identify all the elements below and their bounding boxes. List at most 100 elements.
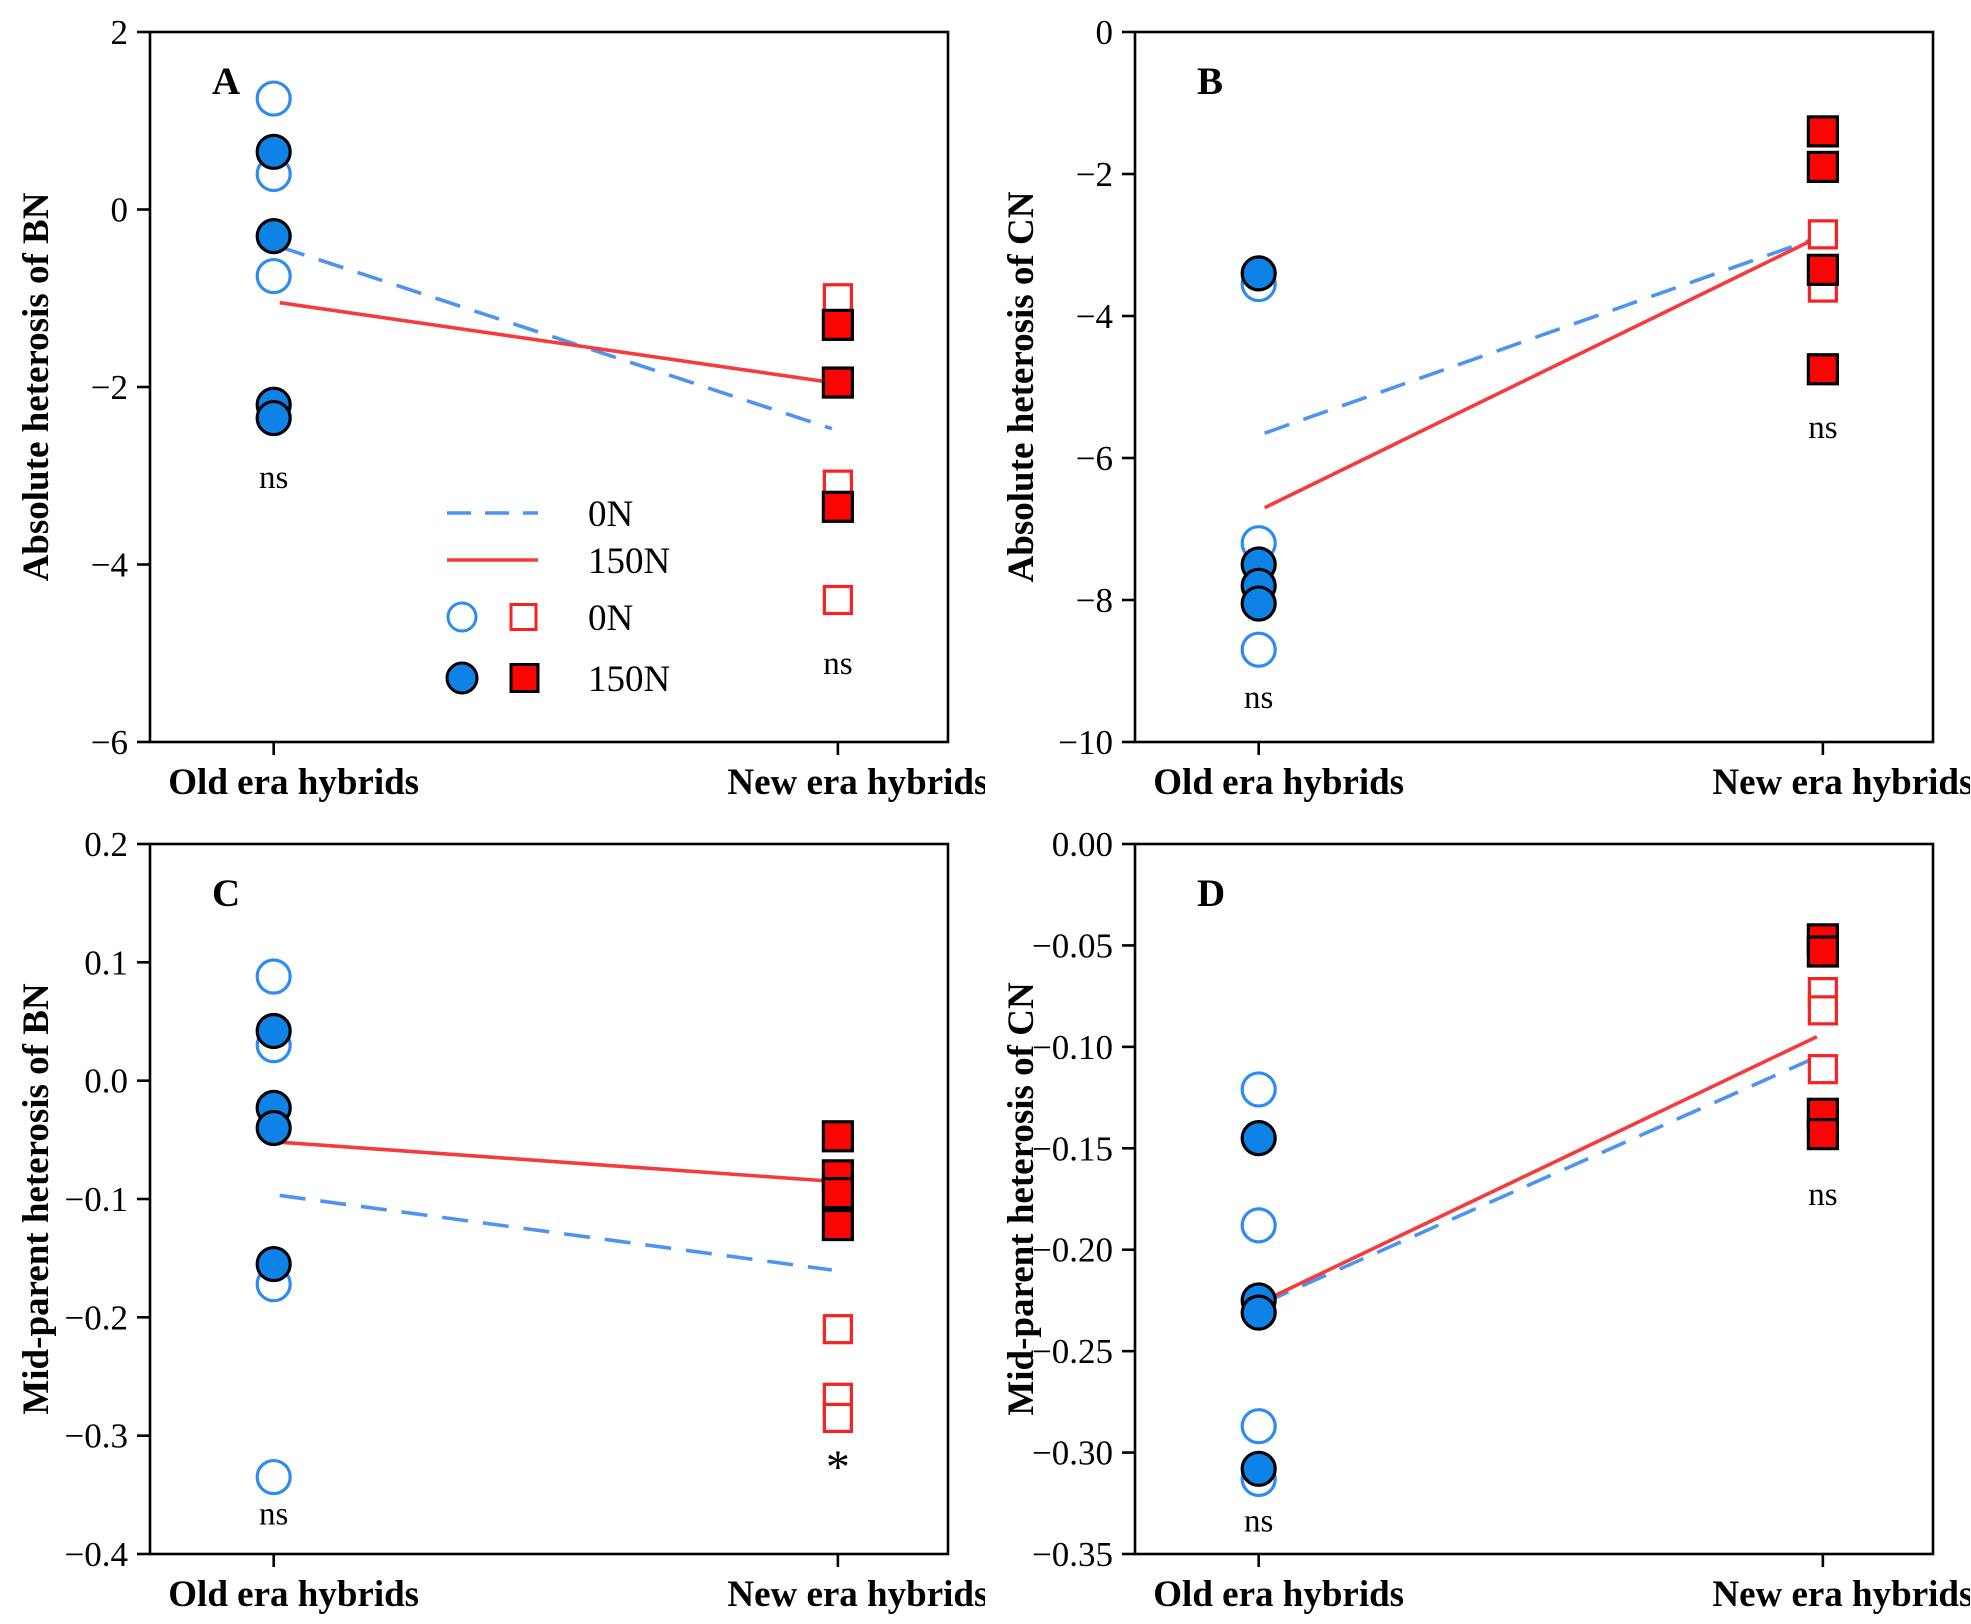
data-point-circle-filled — [255, 399, 292, 437]
x-category-label: New era hybrids — [1712, 762, 1970, 803]
data-point-square-open — [822, 1402, 853, 1434]
y-tick-label: −2 — [91, 368, 128, 407]
y-tick-label: −6 — [1076, 439, 1113, 478]
y-tick-label: −0.25 — [1032, 1332, 1113, 1371]
data-point-square-filled — [821, 308, 854, 341]
data-point-square-filled — [1806, 115, 1839, 148]
y-tick-label: 0.2 — [84, 825, 128, 864]
y-tick-label: −2 — [1076, 155, 1113, 194]
data-point-circle-filled — [1240, 1450, 1277, 1487]
trend-line-150n — [279, 1140, 833, 1184]
panel-C-plot: 0.2 0.1 0.0 −0.1 −0.2 −0.3 −0.4 Old era hybrids… — [16, 825, 985, 1615]
y-tick-label: 0.0 — [84, 1062, 128, 1101]
y-tick-label: −8 — [1076, 581, 1113, 620]
data-point-circle-filled — [255, 1109, 292, 1147]
data-point-circle-open — [255, 257, 292, 295]
legend-filled-circle-marker — [445, 661, 479, 695]
data-point-square-open — [1807, 1054, 1838, 1085]
panel-A-plot: 2 0 −2 −4 −6 Old era hybrids New era hybrids Ab… — [16, 13, 985, 803]
significance-annotation: ns — [1244, 1504, 1273, 1540]
y-tick-label: −4 — [91, 546, 128, 585]
panel-letter: D — [1197, 872, 1225, 915]
y-tick-label: −10 — [1058, 723, 1113, 762]
trend-line-0n — [279, 245, 833, 431]
significance-annotation: * — [826, 1441, 850, 1494]
data-point-circle-open — [1240, 631, 1277, 668]
significance-annotation: ns — [1808, 1177, 1837, 1213]
data-point-circle-open — [1240, 1207, 1277, 1244]
y-tick-label: −0.3 — [65, 1417, 129, 1456]
y-tick-label: −0.35 — [1032, 1535, 1113, 1574]
y-tick-label: −0.15 — [1032, 1129, 1113, 1168]
data-point-square-open — [1807, 219, 1838, 250]
data-point-square-filled — [821, 1120, 854, 1153]
x-category-label: Old era hybrids — [168, 1574, 419, 1615]
data-point-circle-filled — [1240, 255, 1277, 292]
panel-D-plot: 0.00 −0.05 −0.10 −0.15 −0.20 −0.25 −0.30 −0.35 O… — [1001, 825, 1970, 1615]
y-tick-label: −0.05 — [1032, 926, 1113, 965]
data-point-circle-open — [255, 80, 292, 117]
y-tick-label: 0.00 — [1052, 825, 1113, 864]
data-point-square-filled — [821, 366, 854, 399]
data-point-square-filled — [1806, 253, 1839, 286]
data-point-square-open — [822, 283, 853, 314]
panel-B: 0 −2 −4 −6 −8 −10 Old era hybrids New era hybri… — [985, 0, 1970, 812]
x-category-label: Old era hybrids — [1153, 1574, 1404, 1615]
data-point-square-filled — [1806, 935, 1839, 968]
panel-A: 2 0 −2 −4 −6 Old era hybrids New era hybrids Ab… — [0, 0, 985, 812]
data-point-square-filled — [1806, 150, 1839, 183]
legend-label: 0N — [588, 598, 633, 639]
panel-D: 0.00 −0.05 −0.10 −0.15 −0.20 −0.25 −0.30 −0.35 O… — [985, 812, 1970, 1624]
legend-label: 150N — [588, 541, 670, 582]
y-axis-label: Absolute heterosis of BN — [16, 192, 57, 581]
x-category-label: New era hybrids — [727, 1574, 985, 1615]
data-point-square-filled — [1806, 353, 1839, 386]
y-tick-label: 2 — [111, 13, 129, 52]
y-tick-label: −0.10 — [1032, 1028, 1113, 1067]
data-point-circle-open — [1240, 1071, 1277, 1108]
data-point-circle-filled — [255, 133, 292, 170]
trend-line-150n — [1263, 1035, 1818, 1303]
x-category-label: New era hybrids — [727, 762, 985, 803]
y-axis-label: Mid-parent heterosis of BN — [16, 983, 57, 1415]
y-tick-label: −0.2 — [65, 1298, 129, 1337]
trend-line-150n — [279, 300, 833, 385]
significance-annotation: ns — [1808, 410, 1837, 446]
y-tick-label: 0 — [111, 191, 129, 230]
legend-filled-square-marker — [509, 663, 540, 693]
data-point-square-open — [822, 1314, 853, 1345]
legend-label: 150N — [588, 659, 670, 700]
y-tick-label: −0.1 — [65, 1180, 129, 1219]
x-category-label: Old era hybrids — [168, 762, 419, 803]
trend-line-0n — [1264, 236, 1818, 435]
x-category-label: Old era hybrids — [1153, 762, 1404, 803]
data-point-circle-filled — [1240, 585, 1277, 622]
y-axis-label: Absolute heterosis of CN — [1001, 191, 1042, 582]
panel-letter: A — [212, 60, 240, 103]
plot-border — [1133, 30, 1935, 744]
legend-open-square-marker — [509, 603, 538, 631]
significance-annotation: ns — [259, 460, 288, 496]
data-point-square-open — [822, 584, 853, 616]
trend-line-0n — [1263, 1055, 1818, 1305]
y-tick-label: −0.20 — [1032, 1231, 1113, 1270]
data-point-circle-filled — [255, 1012, 292, 1050]
y-tick-label: −6 — [91, 723, 128, 762]
significance-annotation: ns — [1244, 680, 1273, 716]
y-tick-label: −0.30 — [1032, 1434, 1113, 1473]
significance-annotation: ns — [823, 646, 852, 682]
data-point-circle-open — [1240, 1408, 1277, 1445]
data-point-square-filled — [1806, 1117, 1839, 1151]
trend-line-150n — [1263, 236, 1818, 510]
data-point-square-open — [1807, 995, 1838, 1026]
data-point-circle-filled — [255, 1245, 292, 1283]
legend-label: 0N — [588, 494, 633, 535]
y-tick-label: 0.1 — [84, 943, 128, 982]
data-point-circle-filled — [255, 218, 292, 255]
data-point-circle-filled — [1240, 1294, 1277, 1331]
y-tick-label: 0 — [1096, 13, 1114, 52]
data-point-square-filled — [821, 490, 854, 523]
legend-open-circle-marker — [446, 601, 478, 633]
y-tick-label: −4 — [1076, 297, 1113, 336]
